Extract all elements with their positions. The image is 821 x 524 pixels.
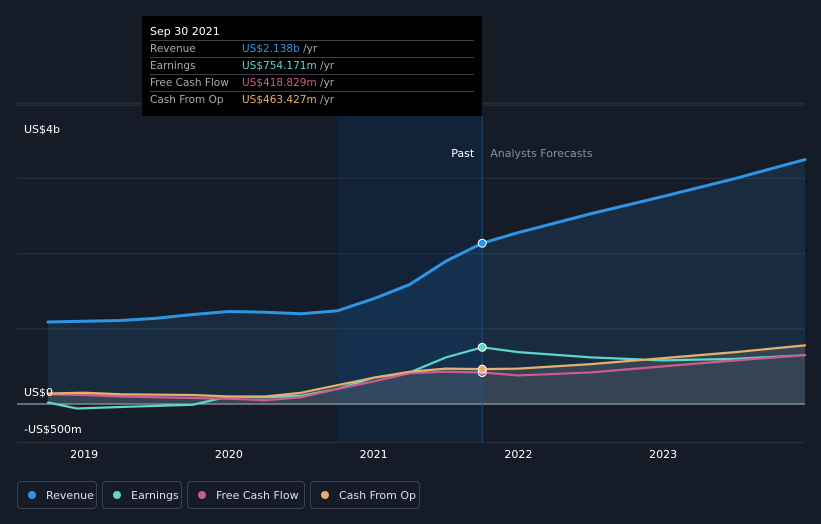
tooltip-date: Sep 30 2021 bbox=[150, 25, 220, 38]
cash-from-op-marker bbox=[477, 364, 487, 374]
earnings-marker bbox=[477, 342, 487, 352]
tooltip: Sep 30 2021 Revenue US$2.138b /yr Earnings… bbox=[142, 16, 482, 116]
tooltip-row: Earnings US$754.171m /yr bbox=[150, 57, 474, 75]
y-tick-label-zero: US$0 bbox=[24, 386, 53, 399]
revenue-marker bbox=[477, 238, 487, 248]
x-tick-label: 2021 bbox=[360, 448, 388, 461]
series-fills bbox=[48, 159, 805, 404]
tooltip-row-value: US$2.138b /yr bbox=[242, 43, 317, 55]
legend-item-cash-from-op[interactable]: Cash From Op bbox=[310, 481, 420, 509]
tooltip-row-value: US$418.829m /yr bbox=[242, 77, 334, 89]
legend-dot-icon bbox=[198, 491, 206, 499]
tooltip-unit-text: /yr bbox=[316, 94, 335, 106]
tooltip-row: Revenue US$2.138b /yr bbox=[150, 40, 474, 58]
legend-dot-icon bbox=[28, 491, 36, 499]
legend-dot-icon bbox=[113, 491, 121, 499]
legend-label: Earnings bbox=[131, 488, 179, 502]
tooltip-row-label: Cash From Op bbox=[150, 94, 224, 106]
tooltip-row: Free Cash Flow US$418.829m /yr bbox=[150, 74, 474, 92]
tooltip-unit-text: /yr bbox=[299, 43, 318, 55]
legend-dot-icon bbox=[321, 491, 329, 499]
legend-label: Free Cash Flow bbox=[216, 488, 299, 502]
tooltip-value-text: US$2.138b bbox=[242, 43, 300, 55]
tooltip-unit-text: /yr bbox=[316, 77, 335, 89]
revenue-area bbox=[48, 159, 805, 404]
x-tick-label: 2022 bbox=[504, 448, 532, 461]
past-highlight-region bbox=[337, 105, 483, 443]
axis-labels: US$4b US$0 -US$500m 2019 2020 2021 2022 2023 Pas… bbox=[24, 123, 677, 461]
tooltip-row: Cash From Op US$463.427m /yr bbox=[150, 91, 474, 109]
tooltip-value-text: US$418.829m bbox=[242, 77, 317, 89]
tooltip-row-label: Free Cash Flow bbox=[150, 77, 229, 89]
tooltip-row-value: US$463.427m /yr bbox=[242, 94, 334, 106]
legend-item-revenue[interactable]: Revenue bbox=[17, 481, 97, 509]
x-tick-label: 2020 bbox=[215, 448, 243, 461]
y-tick-label-top: US$4b bbox=[24, 123, 60, 136]
legend-item-earnings[interactable]: Earnings bbox=[102, 481, 182, 509]
free-cash-flow-line bbox=[46, 354, 807, 402]
legend-label: Revenue bbox=[46, 488, 94, 502]
cash-from-op-line bbox=[46, 344, 807, 398]
x-tick-label: 2023 bbox=[649, 448, 677, 461]
tooltip-unit-text: /yr bbox=[316, 60, 335, 72]
tooltip-value-text: US$754.171m bbox=[242, 60, 317, 72]
tooltip-row-value: US$754.171m /yr bbox=[242, 60, 334, 72]
x-tick-label: 2019 bbox=[70, 448, 98, 461]
series-lines bbox=[46, 158, 807, 410]
cash-area bbox=[48, 345, 805, 404]
past-label: Past bbox=[451, 147, 475, 160]
forecast-label: Analysts Forecasts bbox=[490, 147, 593, 160]
tooltip-row-label: Earnings bbox=[150, 60, 196, 72]
revenue-line bbox=[46, 158, 807, 324]
legend-label: Cash From Op bbox=[339, 488, 417, 502]
tooltip-row-label: Revenue bbox=[150, 43, 196, 55]
tooltip-value-text: US$463.427m bbox=[242, 94, 317, 106]
current-markers bbox=[477, 238, 487, 378]
y-tick-label-bottom: -US$500m bbox=[24, 423, 82, 436]
legend-item-free-cash-flow[interactable]: Free Cash Flow bbox=[187, 481, 305, 509]
